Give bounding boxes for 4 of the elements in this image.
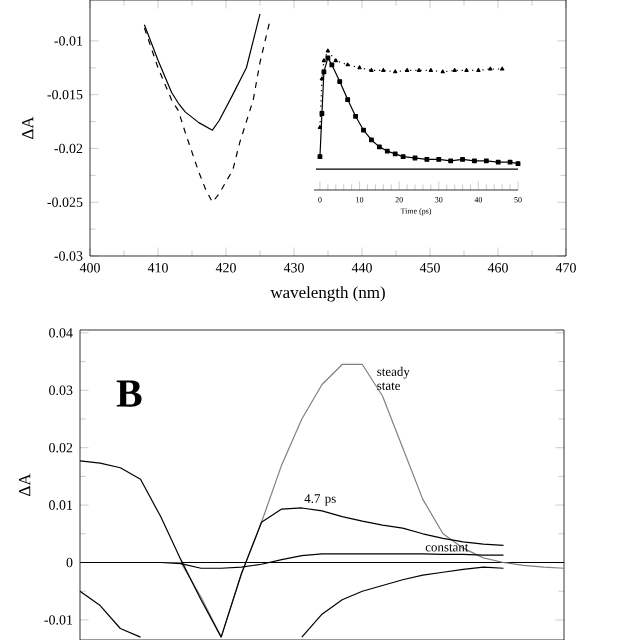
annotation: B	[116, 380, 142, 407]
x-axis-title: wavelength (nm)	[270, 286, 385, 302]
y-axis-title: ΔA	[22, 116, 34, 139]
y-axis-title: ΔA	[19, 473, 31, 496]
